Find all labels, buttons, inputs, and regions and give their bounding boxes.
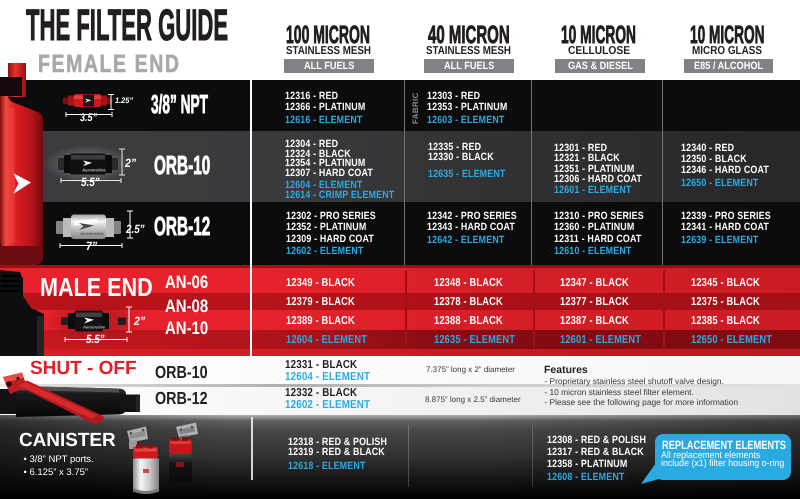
svg-text:Aeromotive: Aeromotive [79, 231, 104, 236]
svg-text:Aeromotive: Aeromotive [81, 168, 106, 173]
svg-text:Aeromotive: Aeromotive [82, 325, 106, 330]
